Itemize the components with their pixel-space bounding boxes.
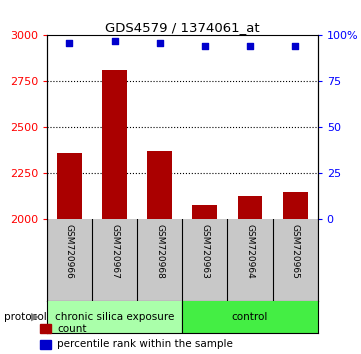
Text: GSM720967: GSM720967 (110, 224, 119, 279)
Text: percentile rank within the sample: percentile rank within the sample (57, 339, 233, 349)
Bar (238, 195, 262, 219)
Bar (47, 301, 182, 333)
Bar (40, 324, 51, 333)
Bar (57, 153, 82, 219)
Point (157, 40, 162, 46)
Text: ▶: ▶ (31, 312, 39, 322)
Text: GSM720966: GSM720966 (65, 224, 74, 279)
Bar (147, 152, 172, 219)
Text: chronic silica exposure: chronic silica exposure (55, 312, 174, 322)
Bar (102, 70, 127, 219)
Text: control: control (232, 312, 268, 322)
Bar (182, 301, 318, 333)
Bar (40, 340, 51, 349)
Text: count: count (57, 324, 87, 333)
Point (292, 44, 298, 49)
Point (67, 40, 73, 46)
Text: GSM720964: GSM720964 (245, 224, 255, 278)
Text: protocol: protocol (4, 312, 46, 322)
Text: GSM720968: GSM720968 (155, 224, 164, 279)
Text: GSM720963: GSM720963 (200, 224, 209, 279)
Point (112, 38, 118, 44)
Bar (283, 192, 308, 219)
Point (202, 44, 208, 49)
Point (247, 44, 253, 49)
Text: GSM720965: GSM720965 (291, 224, 300, 279)
Title: GDS4579 / 1374061_at: GDS4579 / 1374061_at (105, 21, 260, 34)
Bar (192, 205, 217, 219)
